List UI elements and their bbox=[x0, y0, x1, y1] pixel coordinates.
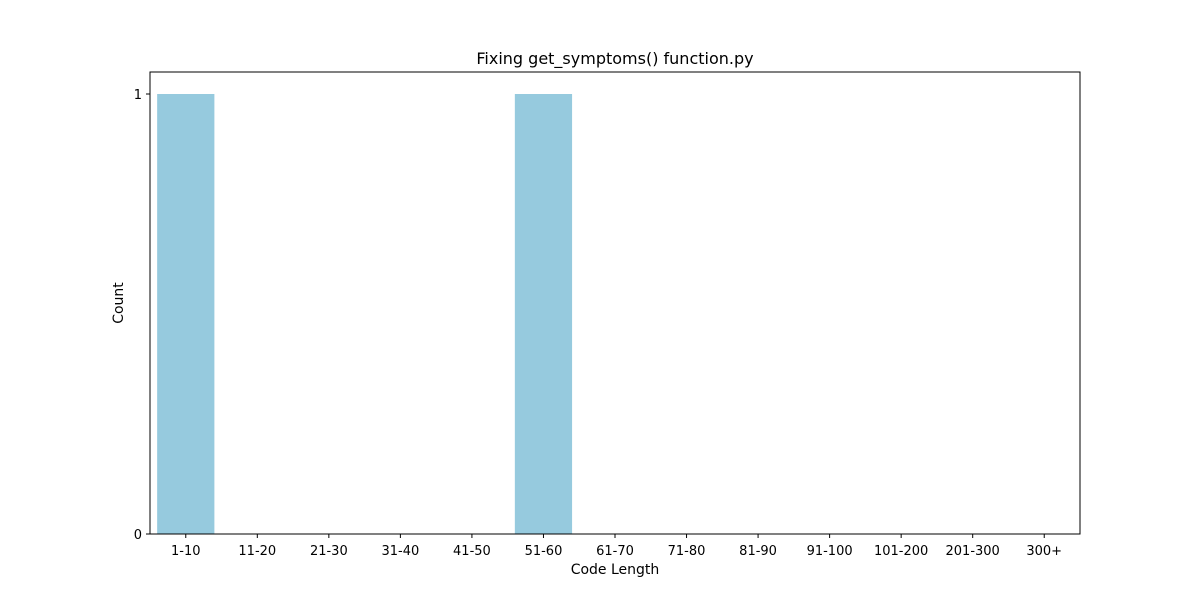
x-tick-label: 61-70 bbox=[596, 544, 634, 559]
y-axis-label: Count bbox=[111, 282, 127, 324]
bar-1-10 bbox=[157, 94, 215, 534]
x-tick-label: 41-50 bbox=[453, 544, 491, 559]
bars-group bbox=[157, 94, 573, 534]
x-tick-label: 11-20 bbox=[238, 544, 276, 559]
x-tick-label: 300+ bbox=[1026, 544, 1062, 559]
x-tick-label: 81-90 bbox=[739, 544, 777, 559]
x-tick-label: 1-10 bbox=[171, 544, 201, 559]
plot-frame bbox=[149, 71, 1081, 535]
x-tick-label: 21-30 bbox=[310, 544, 348, 559]
x-tick-label: 51-60 bbox=[525, 544, 563, 559]
x-tick-label: 31-40 bbox=[381, 544, 419, 559]
y-tick-label: 1 bbox=[134, 88, 142, 103]
x-axis-ticks: 1-10 11-20 21-30 31-40 41-50 51-60 61-70 71-80 8… bbox=[171, 534, 1062, 559]
y-axis-ticks: 01 bbox=[134, 88, 150, 543]
x-tick-label: 201-300 bbox=[946, 544, 1000, 559]
x-tick-label: 71-80 bbox=[668, 544, 706, 559]
bar-51-60 bbox=[514, 94, 573, 534]
x-axis-label: Code Length bbox=[571, 562, 660, 578]
y-tick-label: 0 bbox=[134, 528, 142, 543]
x-tick-label: 101-200 bbox=[874, 544, 928, 559]
chart-title: Fixing get_symptoms() function.py bbox=[476, 49, 753, 69]
x-tick-label: 91-100 bbox=[807, 544, 853, 559]
